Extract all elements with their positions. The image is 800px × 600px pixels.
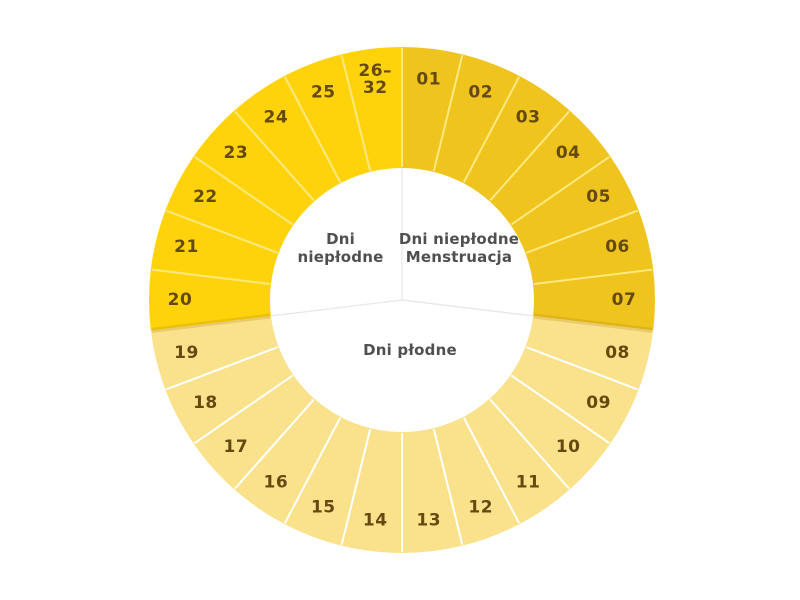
- segment-day-10: [489, 374, 611, 490]
- segment-number-label: 25: [311, 82, 336, 102]
- segment-day-24: [234, 75, 341, 202]
- region-label-infertile: Dni niepłodne: [268, 230, 413, 266]
- segment-number-label: 12: [468, 498, 493, 518]
- segment-day-06: [525, 210, 654, 285]
- day-separator: [284, 76, 342, 183]
- segment-day-19: [150, 315, 279, 390]
- day-separator: [194, 374, 294, 444]
- segment-number-label: 09: [586, 393, 611, 413]
- day-separator: [166, 346, 278, 391]
- segment-number-label: 18: [193, 393, 218, 413]
- segment-day-08: [525, 315, 654, 390]
- center-divider-line: [401, 299, 534, 317]
- segment-number-label: 23: [223, 143, 248, 163]
- segment-number-label: 11: [516, 473, 541, 493]
- segment-number-label: 05: [586, 187, 611, 207]
- segment-number-label: 07: [612, 290, 637, 310]
- day-separator: [533, 268, 653, 285]
- segment-number-label: 22: [193, 187, 218, 207]
- day-separator: [432, 428, 464, 545]
- segment-day-18: [165, 346, 294, 444]
- segment-day-14: [341, 428, 402, 553]
- segment-number-label: 17: [223, 437, 248, 457]
- day-separator: [194, 156, 294, 226]
- segment-day-13: [402, 428, 463, 553]
- segment-day-09: [510, 346, 639, 444]
- segment-day-21: [150, 210, 279, 285]
- segment-day-07: [533, 269, 655, 331]
- region-transition-shadow: [151, 313, 271, 333]
- segment-number-label: 10: [556, 437, 581, 457]
- segment-number-label: 26– 32: [358, 61, 392, 98]
- segment-day-03: [463, 75, 570, 202]
- segment-number-label: 14: [363, 510, 388, 530]
- region-label-menstruation: Dni niepłodne Menstruacja: [385, 230, 533, 266]
- day-separator: [340, 55, 372, 172]
- segment-number-label: 03: [516, 107, 541, 127]
- segment-number-label: 13: [416, 510, 441, 530]
- segment-day-11: [463, 398, 570, 525]
- day-separator: [284, 417, 342, 524]
- segment-number-label: 04: [556, 143, 581, 163]
- segment-number-label: 16: [264, 473, 289, 493]
- center-divider-line: [270, 299, 403, 317]
- region-label-fertile-line1: Dni płodne: [363, 341, 457, 359]
- segment-number-label: 01: [416, 70, 441, 90]
- segment-day-17: [193, 374, 315, 490]
- segment-number-label: 21: [174, 237, 199, 257]
- segment-day-05: [510, 156, 639, 254]
- segment-day-04: [489, 110, 611, 226]
- segment-day-20: [149, 269, 271, 331]
- segment-number-label: 02: [468, 82, 493, 102]
- day-separator: [234, 110, 315, 202]
- segment-day-01: [402, 47, 463, 172]
- day-separator: [489, 398, 570, 490]
- segment-number-label: 15: [311, 498, 336, 518]
- day-separator: [166, 209, 278, 254]
- day-separator: [462, 417, 520, 524]
- region-label-infertile-line2: niepłodne: [297, 248, 384, 266]
- day-separator: [432, 55, 464, 172]
- day-separator: [489, 110, 570, 202]
- day-separator: [234, 398, 315, 490]
- segment-day-22: [165, 156, 294, 254]
- segment-number-label: 06: [605, 237, 630, 257]
- segment-number-label: 19: [174, 343, 199, 363]
- day-separator: [151, 268, 271, 285]
- segment-number-label: 20: [168, 290, 193, 310]
- region-label-infertile-line1: Dni: [326, 230, 355, 248]
- segment-number-label: 08: [605, 343, 630, 363]
- day-separator: [510, 374, 610, 444]
- region-label-menstruation-line2: Menstruacja: [405, 248, 513, 266]
- segment-day-23: [193, 110, 315, 226]
- segment-number-label: 24: [264, 107, 289, 127]
- day-separator: [526, 209, 638, 254]
- region-transition-shadow: [533, 313, 653, 333]
- region-label-fertile: Dni płodne: [330, 341, 490, 359]
- day-separator: [462, 76, 520, 183]
- day-separator: [340, 428, 372, 545]
- region-label-menstruation-line1: Dni niepłodne: [398, 230, 520, 248]
- day-separator: [526, 346, 638, 391]
- segment-day-16: [234, 398, 341, 525]
- day-separator: [510, 156, 610, 226]
- segment-day-26–32: [341, 47, 402, 172]
